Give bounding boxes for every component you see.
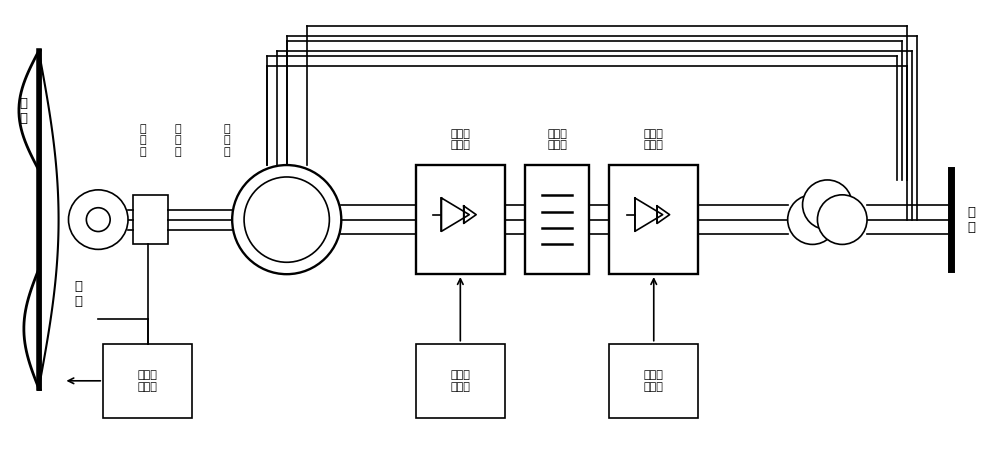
Circle shape xyxy=(803,180,852,229)
Text: 电
网: 电 网 xyxy=(967,205,975,234)
Text: 电网侧
换流器: 电网侧 换流器 xyxy=(644,129,664,150)
Bar xyxy=(609,165,698,274)
Circle shape xyxy=(86,208,110,232)
Text: 齿
轮
箱: 齿 轮 箱 xyxy=(174,124,181,157)
Bar xyxy=(103,344,192,418)
Text: 高
速
轴: 高 速 轴 xyxy=(224,124,231,157)
Circle shape xyxy=(232,165,341,274)
Bar xyxy=(133,195,168,244)
Text: 轮
毂: 轮 毂 xyxy=(74,280,82,308)
Circle shape xyxy=(817,195,867,244)
Bar xyxy=(525,165,589,274)
Circle shape xyxy=(244,177,329,262)
Text: DFIG: DFIG xyxy=(271,213,303,226)
Text: 叶
片: 叶 片 xyxy=(20,97,28,124)
Circle shape xyxy=(788,195,837,244)
Text: 直流侧
电容器: 直流侧 电容器 xyxy=(547,129,567,150)
Bar xyxy=(609,344,698,418)
Text: 转子侧
换流器: 转子侧 换流器 xyxy=(450,129,470,150)
Text: 转子侧
控制器: 转子侧 控制器 xyxy=(450,370,470,392)
Circle shape xyxy=(68,190,128,250)
Text: 电网侧
换流器: 电网侧 换流器 xyxy=(644,370,664,392)
Bar xyxy=(416,344,505,418)
Text: 低
速
轴: 低 速 轴 xyxy=(140,124,146,157)
Bar xyxy=(416,165,505,274)
Text: 桨距角
控制器: 桨距角 控制器 xyxy=(138,370,158,392)
